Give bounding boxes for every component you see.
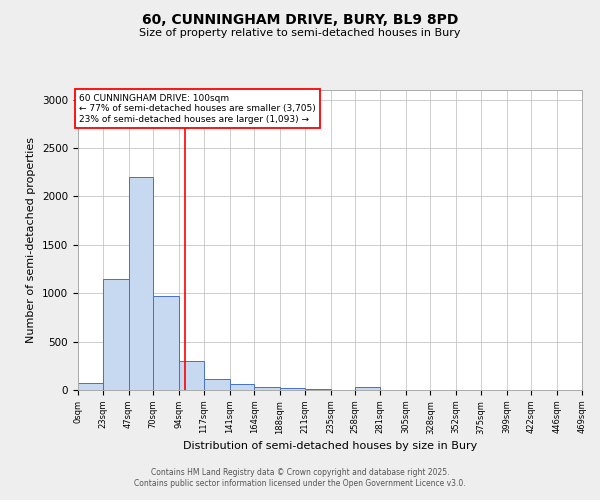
Text: 60, CUNNINGHAM DRIVE, BURY, BL9 8PD: 60, CUNNINGHAM DRIVE, BURY, BL9 8PD	[142, 12, 458, 26]
Bar	[103, 278, 128, 390]
Bar	[153, 296, 179, 390]
X-axis label: Distribution of semi-detached houses by size in Bury: Distribution of semi-detached houses by …	[183, 440, 477, 450]
Bar	[204, 380, 230, 390]
Bar	[230, 384, 254, 390]
Bar	[78, 383, 103, 390]
Bar	[254, 386, 280, 390]
Bar	[280, 388, 305, 390]
Y-axis label: Number of semi-detached properties: Number of semi-detached properties	[26, 137, 37, 343]
Text: Contains HM Land Registry data © Crown copyright and database right 2025.
Contai: Contains HM Land Registry data © Crown c…	[134, 468, 466, 487]
Bar	[128, 177, 153, 390]
Bar	[179, 361, 204, 390]
Bar	[305, 389, 331, 390]
Text: 60 CUNNINGHAM DRIVE: 100sqm
← 77% of semi-detached houses are smaller (3,705)
23: 60 CUNNINGHAM DRIVE: 100sqm ← 77% of sem…	[79, 94, 316, 124]
Text: Size of property relative to semi-detached houses in Bury: Size of property relative to semi-detach…	[139, 28, 461, 38]
Bar	[355, 387, 380, 390]
